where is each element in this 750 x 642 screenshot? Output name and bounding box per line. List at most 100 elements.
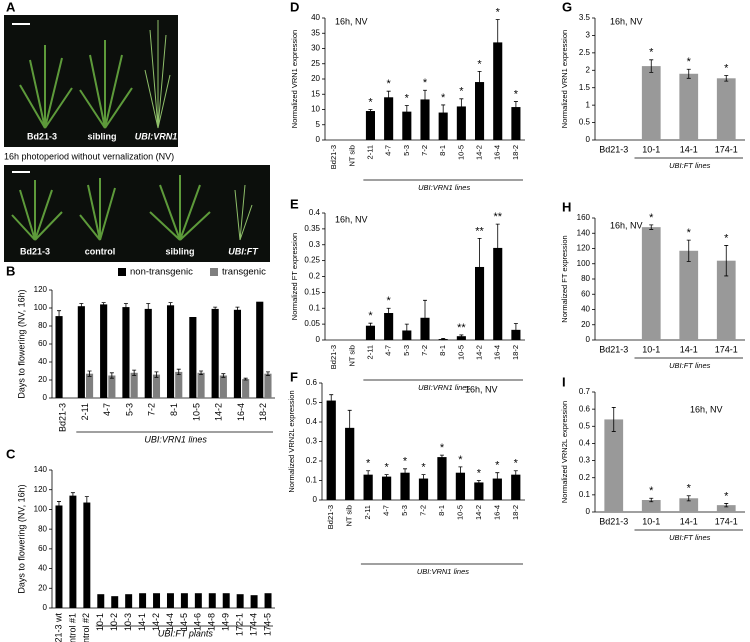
bar — [233, 309, 242, 398]
bar — [125, 594, 133, 608]
x-tick-label: 18-2 — [511, 505, 520, 520]
significance: * — [368, 96, 373, 108]
group-label: UBI:VRN1 lines — [144, 434, 207, 444]
x-tick-label: 2-11 — [365, 345, 374, 359]
bar — [264, 373, 272, 398]
legend-swatch — [118, 268, 126, 276]
bar — [189, 317, 197, 398]
significance: ** — [493, 211, 502, 223]
y-tick-label: 2.5 — [579, 48, 591, 57]
x-tick-label: 14-2 — [474, 505, 483, 520]
bar — [83, 502, 91, 608]
bar — [153, 593, 161, 608]
group-label: UBI:VRN1 lines — [417, 567, 469, 576]
error-bar — [423, 89, 427, 109]
significance: * — [649, 485, 654, 497]
bar — [511, 107, 521, 140]
x-tick-label: 7-2 — [147, 403, 157, 416]
bar — [384, 97, 394, 140]
error-bar — [476, 480, 481, 485]
bar — [122, 307, 130, 398]
x-tick-label: 14-1 — [680, 516, 698, 526]
error-bar — [57, 310, 62, 322]
y-tick-label: 40 — [581, 305, 590, 314]
photo-label: Bd21-3 — [27, 131, 57, 141]
significance: * — [477, 58, 482, 70]
bar — [641, 227, 661, 340]
group-label: UBI:FT lines — [669, 361, 711, 370]
error-bar — [686, 495, 691, 502]
bar — [326, 400, 336, 500]
bar — [152, 374, 161, 398]
panel-label: G — [562, 0, 572, 14]
error-bar — [611, 407, 616, 432]
error-bar — [366, 470, 371, 479]
photo — [4, 15, 178, 147]
bar — [194, 593, 202, 608]
x-tick-label: 174-4 — [248, 613, 258, 636]
bar — [438, 112, 448, 140]
x-tick-label: 5-3 — [124, 403, 134, 416]
y-tick-label: 0.1 — [579, 490, 591, 499]
y-tick-label: 0 — [316, 335, 321, 344]
error-bar — [495, 223, 500, 273]
x-tick-label: 10-1 — [95, 613, 105, 631]
bar — [475, 82, 485, 140]
error-bar — [459, 334, 464, 338]
y-tick-label: 100 — [577, 259, 591, 268]
x-tick-label: 10-3 — [123, 613, 133, 631]
photo-label: UBI:FT — [228, 246, 259, 256]
y-tick-label: 10 — [311, 105, 320, 114]
y-tick-label: 0.05 — [304, 319, 320, 328]
error-bar — [329, 394, 334, 407]
bar — [420, 99, 430, 140]
x-tick-label: 16-4 — [493, 145, 502, 160]
x-tick-label: control #2 — [81, 613, 91, 642]
y-tick-label: 0.35 — [304, 224, 320, 233]
caption: 16h photoperiod without vernalization (N… — [4, 151, 174, 161]
bar — [511, 474, 521, 500]
error-bar — [79, 303, 84, 310]
chart-title: 16h, NV — [465, 384, 498, 394]
y-tick-label: 0.3 — [579, 456, 591, 465]
y-axis-label: Days to flowering (NV, 16h) — [16, 484, 26, 593]
error-bar — [724, 503, 729, 508]
panel-label: A — [6, 0, 16, 14]
error-bar — [213, 306, 218, 312]
bar — [456, 106, 466, 140]
y-tick-label: 1.5 — [579, 83, 591, 92]
error-bar — [459, 98, 464, 115]
error-bar — [421, 474, 426, 483]
y-axis-label: Normalized FT expression — [290, 233, 299, 320]
bar — [166, 305, 175, 398]
y-tick-label: 0.1 — [309, 303, 321, 312]
y-tick-label: 0 — [316, 135, 321, 144]
y-tick-label: 20 — [38, 375, 47, 384]
chart-title: 16h, NV — [610, 220, 643, 230]
error-bar — [235, 306, 240, 313]
group-label: UBI:FT lines — [669, 161, 711, 170]
y-tick-label: 0.1 — [306, 476, 318, 485]
x-tick-label: 18-2 — [511, 345, 520, 360]
bar — [493, 247, 503, 340]
error-bar — [154, 371, 159, 378]
x-tick-label: 14-4 — [165, 613, 175, 631]
bar — [400, 472, 410, 500]
bar — [100, 304, 108, 398]
panel-label: B — [6, 263, 15, 278]
x-tick-label: NT sib — [345, 505, 354, 527]
y-tick-label: 20 — [38, 583, 47, 592]
y-tick-label: 0.25 — [304, 256, 320, 265]
y-tick-label: 0.4 — [309, 208, 321, 217]
plants — [11, 175, 253, 241]
significance: * — [514, 458, 519, 470]
error-bar — [724, 245, 729, 277]
y-tick-label: 160 — [577, 213, 591, 222]
significance: * — [649, 212, 654, 224]
x-tick-label: 174-1 — [715, 516, 738, 526]
y-tick-label: 25 — [311, 59, 320, 68]
y-tick-label: 1 — [586, 100, 591, 109]
bar — [166, 593, 174, 608]
error-bar — [386, 90, 391, 104]
plants — [19, 20, 171, 129]
